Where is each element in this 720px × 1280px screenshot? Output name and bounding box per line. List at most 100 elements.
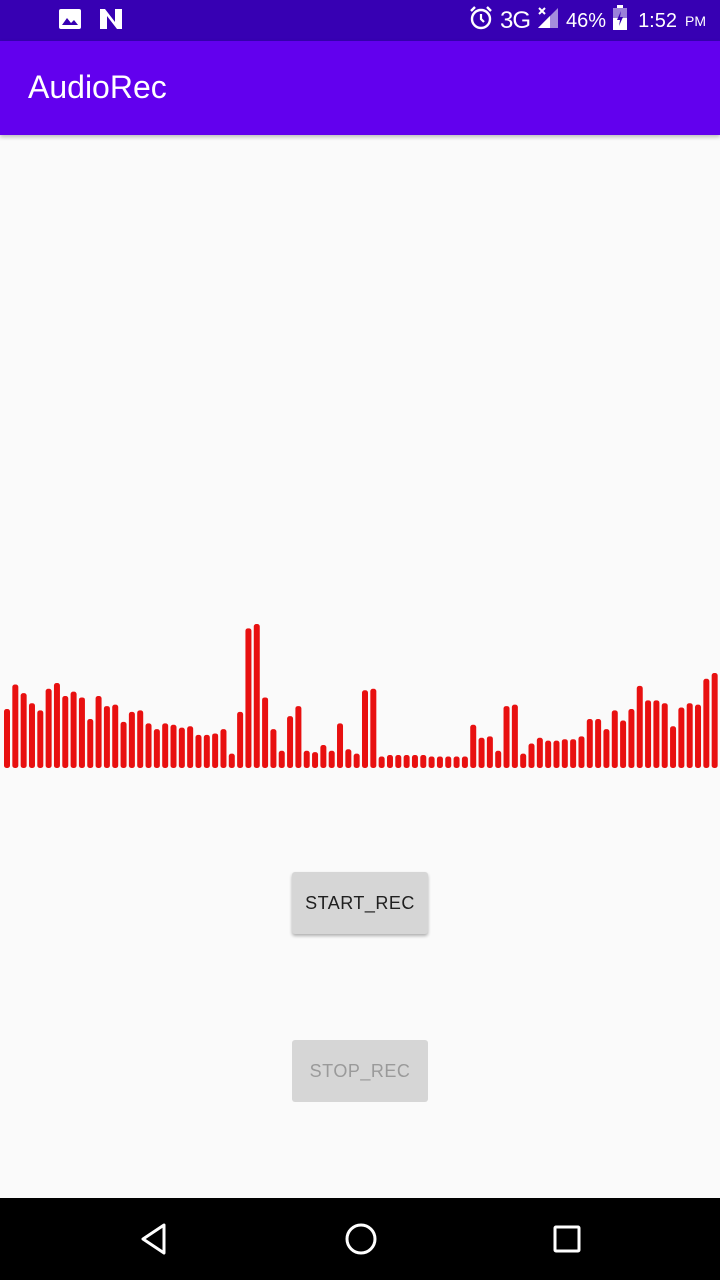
visualizer-bar bbox=[220, 729, 227, 768]
visualizer-bar bbox=[678, 707, 685, 768]
visualizer-bar bbox=[345, 749, 352, 768]
visualizer-bar bbox=[711, 672, 718, 768]
visualizer-bar bbox=[320, 744, 327, 768]
n-notification-icon bbox=[98, 8, 124, 35]
app-title: AudioRec bbox=[28, 69, 167, 105]
visualizer-bar bbox=[145, 723, 152, 768]
visualizer-bar bbox=[428, 756, 435, 768]
visualizer-bar bbox=[178, 727, 185, 768]
visualizer-bar bbox=[411, 755, 418, 768]
visualizer-bar bbox=[486, 736, 493, 768]
clock-time: 1:52 bbox=[638, 9, 677, 32]
visualizer-bar bbox=[278, 750, 285, 768]
visualizer-bar bbox=[553, 740, 560, 768]
visualizer-bar bbox=[53, 683, 60, 768]
visualizer-bar bbox=[287, 716, 294, 768]
visualizer-bar bbox=[312, 752, 319, 768]
visualizer-bar bbox=[295, 706, 302, 768]
visualizer-bar bbox=[403, 755, 410, 768]
visualizer-bar bbox=[212, 733, 219, 768]
recents-icon[interactable] bbox=[547, 1219, 587, 1259]
visualizer-bar bbox=[545, 740, 552, 768]
visualizer-bar bbox=[362, 690, 368, 768]
visualizer-bar bbox=[595, 719, 602, 768]
visualizer-bar bbox=[436, 756, 443, 768]
visualizer-bar bbox=[245, 628, 252, 768]
visualizer-bar bbox=[628, 708, 635, 768]
visualizer-bar bbox=[162, 723, 169, 768]
visualizer-bar bbox=[620, 720, 627, 768]
visualizer-bar bbox=[686, 703, 693, 768]
visualizer-bar bbox=[87, 719, 94, 768]
audio-visualizer bbox=[4, 624, 718, 768]
visualizer-bar bbox=[337, 723, 344, 768]
visualizer-bar bbox=[4, 708, 10, 768]
stop-rec-button[interactable]: STOP_REC bbox=[292, 1040, 428, 1102]
visualizer-bar bbox=[378, 756, 385, 768]
home-icon[interactable] bbox=[341, 1219, 381, 1259]
visualizer-bar bbox=[395, 755, 402, 768]
battery-percent: 46% bbox=[566, 9, 607, 32]
visualizer-bar bbox=[353, 753, 360, 768]
battery-icon bbox=[612, 5, 628, 37]
visualizer-bar bbox=[95, 696, 102, 768]
visualizer-bar bbox=[253, 624, 260, 768]
signal-icon bbox=[536, 6, 560, 36]
back-icon[interactable] bbox=[134, 1219, 174, 1259]
status-bar: 3G 46% 1:52 PM bbox=[0, 0, 720, 41]
visualizer-bar bbox=[603, 729, 610, 768]
start-rec-button[interactable]: START_REC bbox=[292, 872, 428, 934]
visualizer-bar bbox=[370, 688, 377, 768]
visualizer-bar bbox=[237, 711, 244, 768]
visualizer-bar bbox=[420, 755, 427, 768]
visualizer-bar bbox=[70, 691, 77, 768]
visualizer-bar bbox=[703, 678, 710, 768]
visualizer-bar bbox=[536, 737, 543, 768]
visualizer-bar bbox=[303, 750, 310, 768]
visualizer-bar bbox=[520, 753, 527, 768]
alarm-icon bbox=[468, 5, 494, 37]
visualizer-bar bbox=[586, 719, 593, 768]
visualizer-bar bbox=[228, 753, 235, 768]
visualizer-bar bbox=[153, 729, 160, 768]
visualizer-bar bbox=[503, 706, 510, 768]
visualizer-bar bbox=[187, 726, 194, 768]
clock-ampm: PM bbox=[685, 13, 706, 29]
visualizer-bar bbox=[12, 684, 19, 768]
visualizer-bar bbox=[203, 734, 210, 768]
visualizer-bar bbox=[478, 737, 485, 768]
visualizer-bar bbox=[453, 756, 460, 768]
status-left bbox=[58, 7, 124, 35]
visualizer-bar bbox=[128, 711, 135, 768]
visualizer-bar bbox=[386, 755, 393, 768]
visualizer-bar bbox=[445, 756, 452, 768]
visualizer-bar bbox=[670, 726, 677, 768]
visualizer-bar bbox=[470, 724, 477, 768]
visualizer-bar bbox=[37, 710, 44, 768]
visualizer-bar bbox=[495, 750, 502, 768]
visualizer-bar bbox=[103, 706, 110, 768]
visualizer-bar bbox=[511, 704, 518, 768]
visualizer-bar bbox=[611, 710, 618, 768]
visualizer-bar bbox=[20, 693, 27, 768]
visualizer-bar bbox=[328, 750, 335, 768]
visualizer-bar bbox=[578, 736, 585, 768]
visualizer-bar bbox=[636, 685, 643, 768]
navigation-bar bbox=[0, 1198, 720, 1280]
visualizer-bar bbox=[120, 721, 127, 768]
app-bar: AudioRec bbox=[0, 41, 720, 135]
visualizer-bar bbox=[695, 704, 702, 768]
visualizer-bar bbox=[561, 739, 568, 768]
visualizer-bar bbox=[645, 700, 652, 768]
visualizer-bar bbox=[270, 729, 277, 768]
visualizer-bar bbox=[137, 710, 144, 768]
visualizer-bar bbox=[570, 739, 577, 768]
visualizer-bar bbox=[62, 696, 69, 768]
visualizer-bar bbox=[78, 697, 85, 768]
visualizer-bar bbox=[28, 703, 35, 768]
network-type: 3G bbox=[500, 7, 531, 34]
visualizer-bar bbox=[112, 704, 119, 768]
visualizer-bar bbox=[528, 743, 535, 768]
status-right: 3G 46% 1:52 PM bbox=[468, 5, 706, 37]
visualizer-bar bbox=[653, 700, 660, 768]
